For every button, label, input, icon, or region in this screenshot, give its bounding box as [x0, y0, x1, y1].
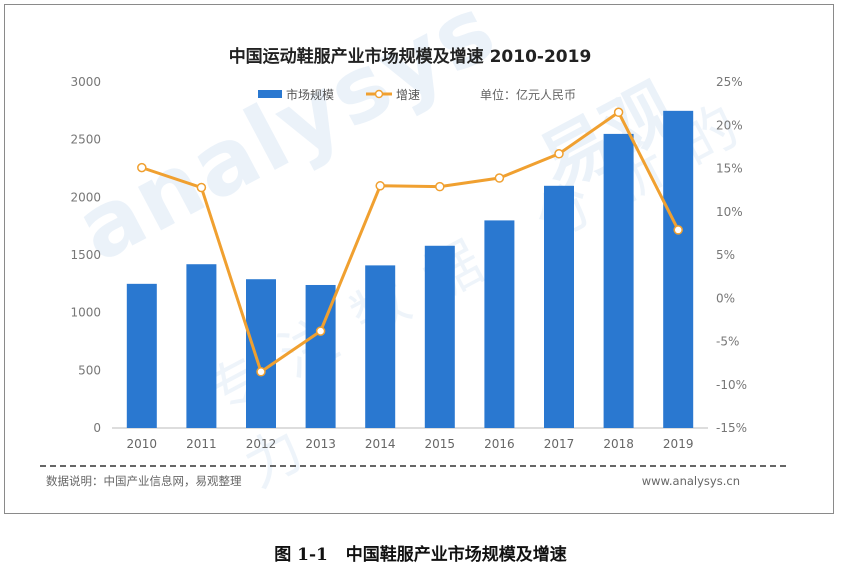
legend-bar-label: 市场规模 [286, 87, 334, 102]
x-tick-label: 2019 [663, 437, 694, 451]
left-tick-label: 1000 [70, 306, 101, 320]
growth-point-2012 [256, 367, 266, 377]
bar-2019 [663, 110, 694, 428]
x-tick-label: 2017 [544, 437, 575, 451]
right-tick-label: 15% [716, 162, 743, 176]
growth-point-2016 [494, 173, 505, 183]
right-tick-label: 20% [716, 118, 743, 132]
right-tick-label: 0% [716, 291, 735, 305]
legend-line-label: 增速 [396, 88, 420, 102]
left-tick-label: 3000 [70, 75, 101, 89]
x-tick-label: 2013 [305, 437, 336, 451]
growth-point-2010 [137, 162, 147, 173]
figure-caption: 图 1-1 中国鞋服产业市场规模及增速 [0, 540, 841, 565]
bar-2017 [544, 185, 574, 428]
bar-2011 [186, 264, 217, 428]
legend-bar-swatch [258, 90, 282, 98]
left-tick-label: 1500 [70, 248, 101, 262]
bar-2016 [484, 220, 515, 428]
line-series [137, 107, 683, 377]
footer-note: 数据说明：中国产业信息网，易观整理 [46, 474, 242, 488]
growth-point-2014 [375, 181, 385, 191]
growth-point-2018 [613, 107, 624, 118]
x-tick-label: 2010 [127, 437, 158, 451]
figure-caption-text: 中国鞋服产业市场规模及增速 [345, 545, 567, 565]
legend-line-marker [374, 89, 384, 99]
left-tick-label: 2500 [70, 133, 101, 147]
bar-2014 [365, 265, 396, 428]
footer-url: www.analysys.cn [642, 474, 740, 488]
x-tick-label: 2016 [484, 437, 515, 451]
growth-point-2015 [435, 181, 445, 192]
right-tick-label: -10% [716, 378, 747, 392]
growth-point-2013 [315, 326, 326, 336]
left-tick-label: 0 [93, 421, 101, 435]
right-tick-label: -15% [716, 421, 747, 435]
right-tick-label: 10% [716, 205, 743, 219]
bar-2012 [246, 279, 276, 428]
x-tick-label: 2014 [365, 437, 396, 451]
growth-point-2017 [554, 149, 564, 159]
x-tick-label: 2011 [186, 437, 217, 451]
bar-2018 [603, 133, 634, 428]
right-axis: -15% -10% -5% 0% 5% 10% 15% 20% 25% [716, 75, 747, 435]
bar-series [126, 110, 694, 428]
right-tick-label: -5% [716, 335, 739, 349]
figure-label: 图 1-1 [274, 545, 328, 565]
x-tick-label: 2012 [246, 437, 277, 451]
chart-frame [4, 4, 834, 514]
right-tick-label: 25% [716, 75, 743, 89]
legend: 市场规模 增速 单位：亿元人民币 [258, 87, 576, 102]
chart-title: 中国运动鞋服产业市场规模及增速 2010-2019 [229, 46, 592, 67]
growth-point-2019 [673, 225, 683, 235]
x-tick-label: 2018 [603, 437, 634, 451]
x-axis: 2010 2011 2012 2013 2014 2015 2016 2017 2018 2019 [127, 437, 694, 451]
right-tick-label: 5% [716, 248, 735, 262]
bar-2015 [424, 245, 455, 428]
chart: 中国运动鞋服产业市场规模及增速 2010-2019 市场规模 增速 单位：亿元人… [40, 46, 786, 488]
bar-2010 [126, 283, 157, 428]
unit-note: 单位：亿元人民币 [480, 87, 576, 102]
growth-line [141, 110, 680, 374]
left-tick-label: 2000 [70, 190, 101, 204]
left-axis: 0 500 1000 1500 2000 2500 3000 [70, 75, 101, 435]
growth-point-2011 [196, 182, 207, 193]
left-tick-label: 500 [78, 363, 101, 377]
x-tick-label: 2015 [425, 437, 456, 451]
